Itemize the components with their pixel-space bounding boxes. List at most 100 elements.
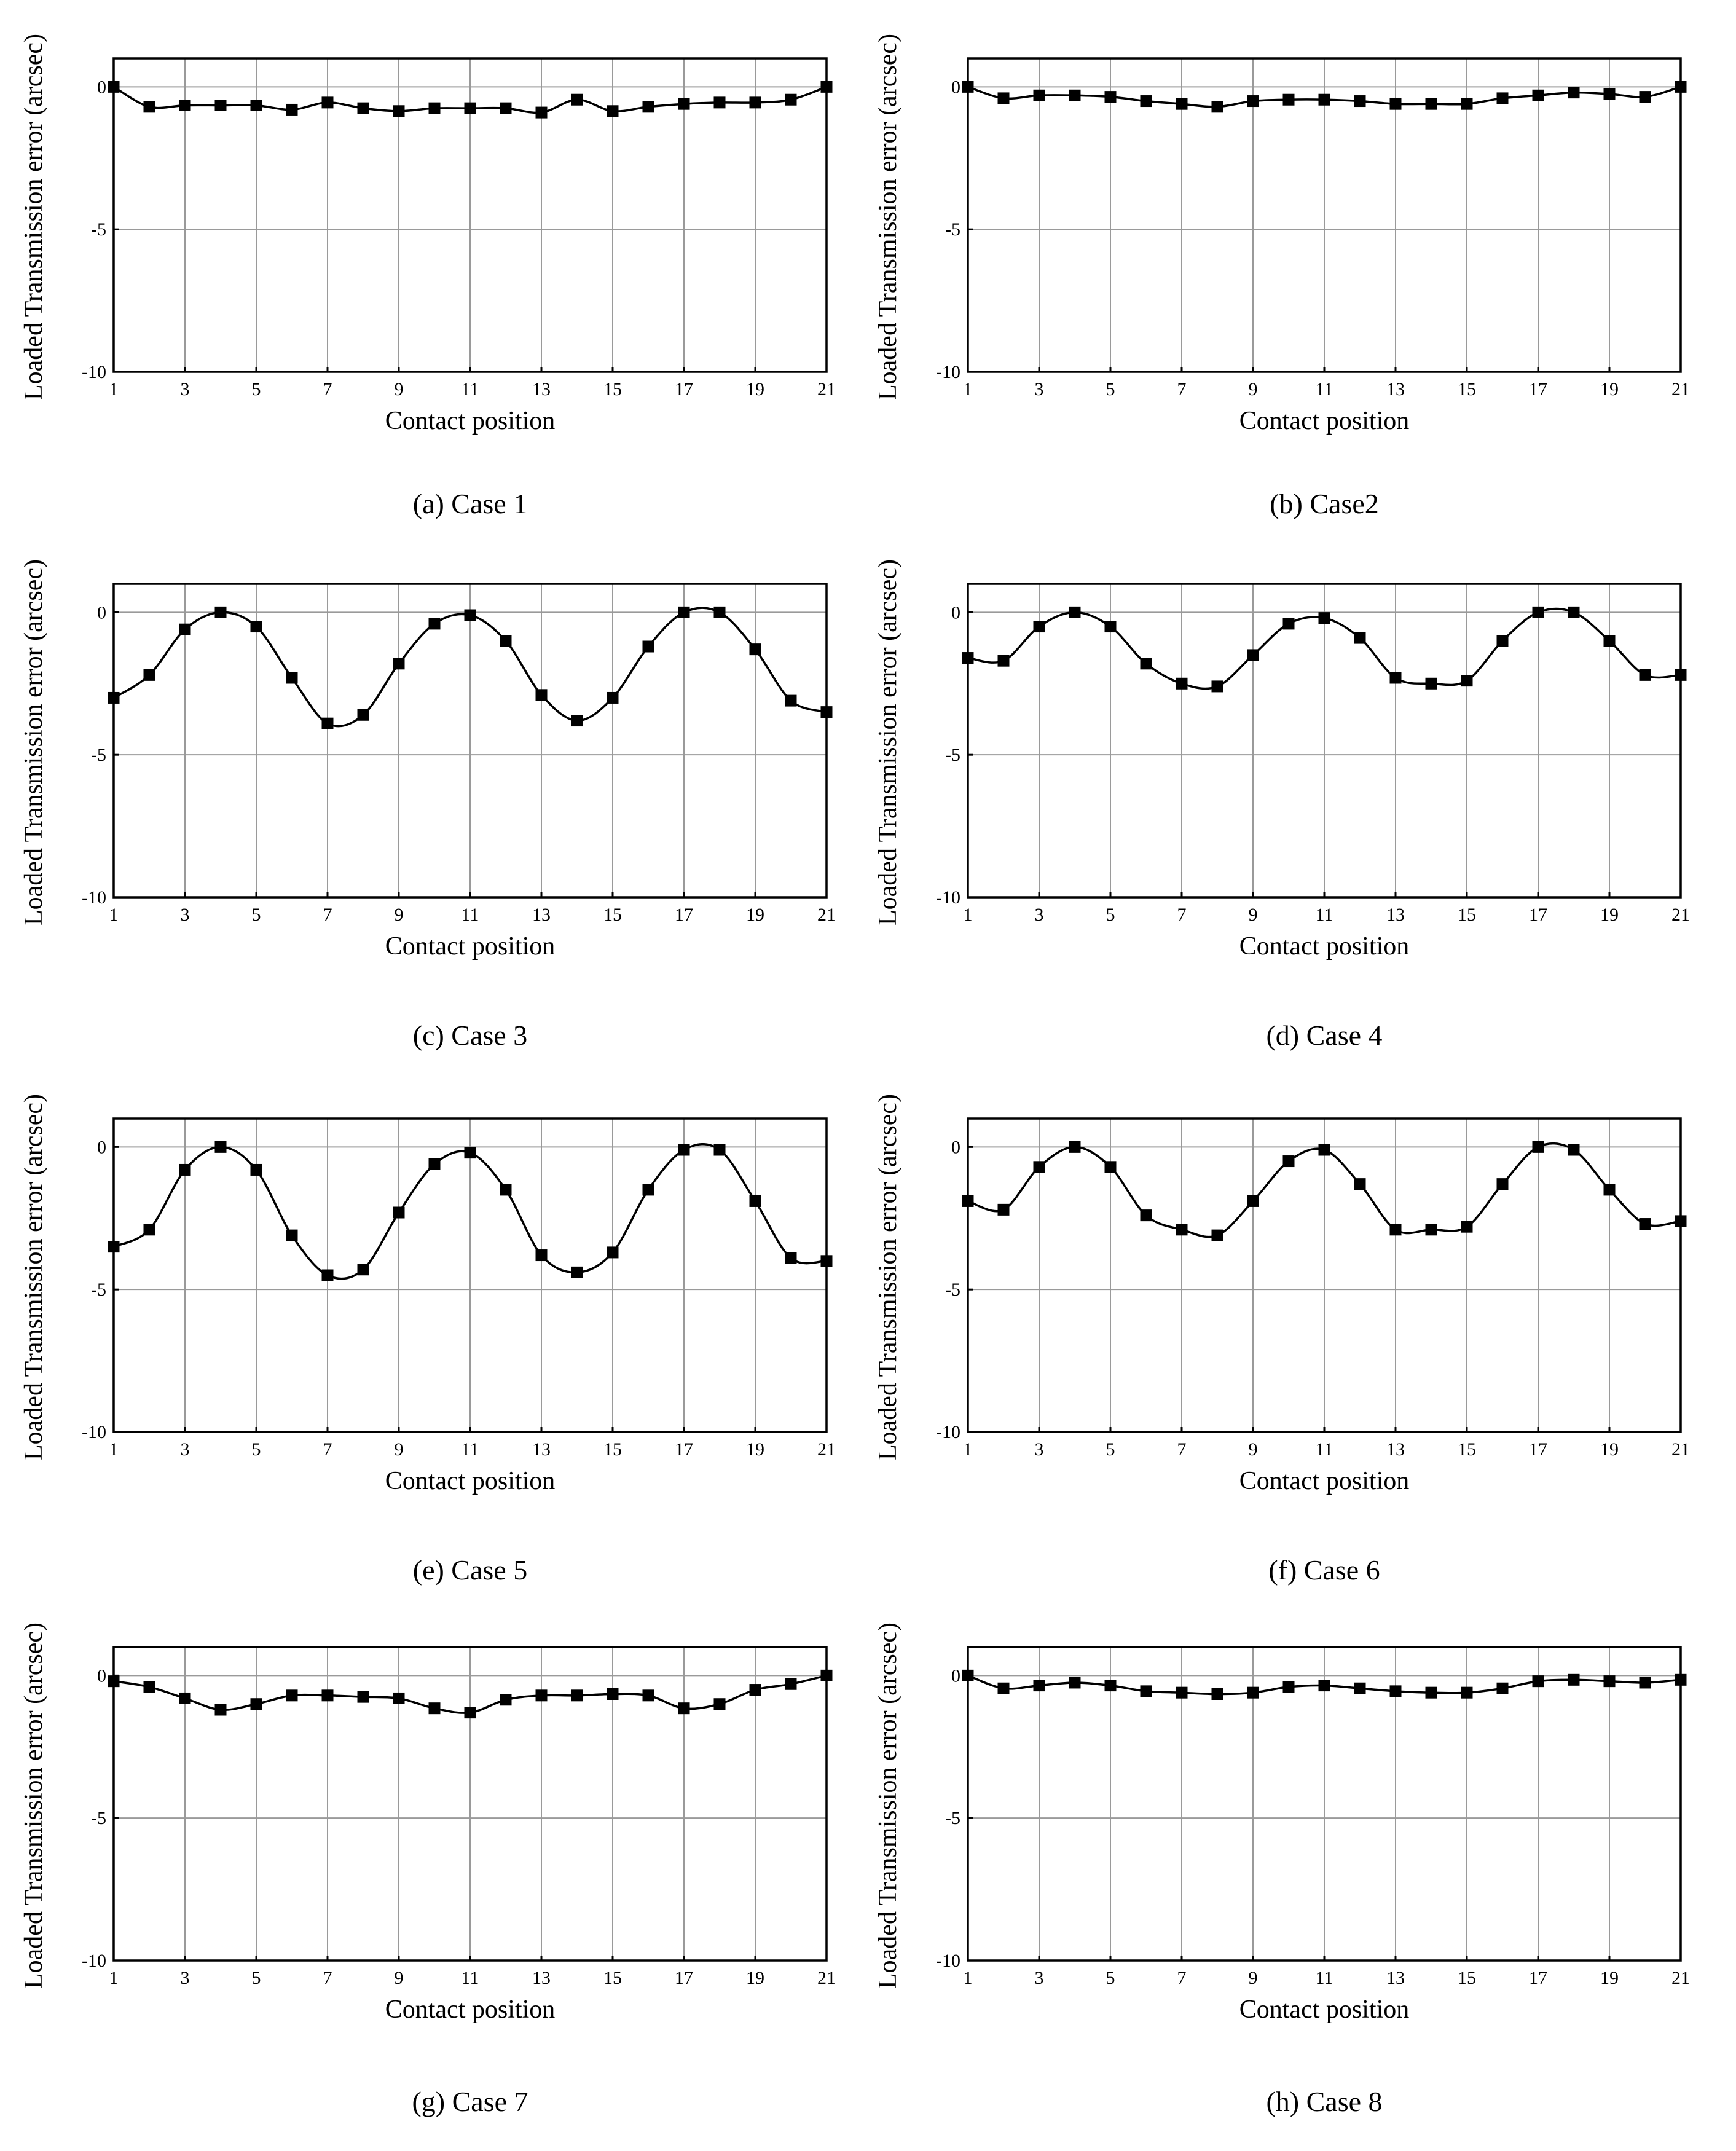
x-tick-label: 15 xyxy=(603,379,622,399)
x-tick-label: 1 xyxy=(109,379,119,399)
data-point-marker xyxy=(1140,658,1152,670)
data-point-marker xyxy=(535,689,548,701)
data-point-marker xyxy=(1033,621,1045,633)
x-axis-label: Contact position xyxy=(1239,1467,1410,1495)
data-point-marker xyxy=(1675,1215,1687,1227)
data-point-marker xyxy=(428,618,441,630)
x-tick-label: 15 xyxy=(1458,379,1476,399)
data-point-marker xyxy=(108,81,120,93)
data-point-marker xyxy=(1496,1682,1509,1694)
data-point-marker xyxy=(678,98,690,110)
y-axis-label: Loaded Transmission error (arcsec) xyxy=(874,1622,902,1989)
y-tick-label: -10 xyxy=(936,887,960,908)
data-point-marker xyxy=(179,1692,191,1704)
data-point-marker xyxy=(1033,1680,1045,1692)
x-tick-label: 7 xyxy=(323,1968,332,1988)
y-tick-label: -10 xyxy=(82,1422,106,1442)
x-tick-label: 15 xyxy=(1458,1968,1476,1988)
data-point-marker xyxy=(1389,1685,1402,1697)
data-point-marker xyxy=(713,96,726,109)
y-tick-label: 0 xyxy=(97,1137,106,1157)
data-point-marker xyxy=(321,717,334,729)
data-point-marker xyxy=(1104,1680,1117,1692)
x-tick-label: 5 xyxy=(252,1968,261,1988)
data-point-marker xyxy=(1176,677,1188,690)
data-point-marker xyxy=(713,606,726,618)
y-tick-label: -10 xyxy=(82,362,106,382)
x-tick-label: 15 xyxy=(603,1439,622,1460)
y-axis-label: Loaded Transmission error (arcsec) xyxy=(20,34,48,400)
x-tick-label: 5 xyxy=(1106,1439,1115,1460)
data-point-marker xyxy=(749,1684,761,1696)
x-tick-label: 7 xyxy=(1177,1968,1187,1988)
panel-caption: (g) Case 7 xyxy=(412,2086,528,2117)
data-point-marker xyxy=(357,709,369,721)
y-tick-label: 0 xyxy=(951,602,960,623)
data-point-marker xyxy=(1282,1681,1295,1693)
data-point-marker xyxy=(321,1689,334,1702)
panel-caption: (c) Case 3 xyxy=(413,1020,527,1051)
data-point-marker xyxy=(785,93,797,106)
x-tick-label: 19 xyxy=(1600,1968,1619,1988)
x-tick-label: 1 xyxy=(109,905,119,925)
data-point-marker xyxy=(1603,88,1616,100)
x-tick-label: 3 xyxy=(181,1968,190,1988)
x-tick-label: 17 xyxy=(675,379,693,399)
x-tick-label: 9 xyxy=(1249,1439,1258,1460)
data-point-marker xyxy=(820,81,833,93)
data-point-marker xyxy=(143,1224,155,1236)
x-tick-label: 19 xyxy=(1600,1439,1619,1460)
data-point-marker xyxy=(464,102,476,114)
data-point-marker xyxy=(1247,649,1259,661)
x-tick-label: 9 xyxy=(395,379,404,399)
data-point-marker xyxy=(1603,1184,1616,1196)
data-point-marker xyxy=(1675,81,1687,93)
x-tick-label: 15 xyxy=(1458,905,1476,925)
data-point-marker xyxy=(642,1689,654,1702)
data-point-marker xyxy=(997,655,1010,667)
x-axis-label: Contact position xyxy=(385,1996,556,2024)
data-point-marker xyxy=(607,1688,619,1700)
data-point-marker xyxy=(1389,672,1402,684)
data-point-marker xyxy=(1318,612,1330,624)
x-tick-label: 3 xyxy=(1035,905,1044,925)
y-axis-label: Loaded Transmission error (arcsec) xyxy=(874,559,902,926)
data-point-marker xyxy=(962,1669,974,1681)
x-tick-label: 5 xyxy=(1106,379,1115,399)
data-point-marker xyxy=(571,1266,583,1278)
data-point-marker xyxy=(1104,91,1117,103)
data-point-marker xyxy=(1140,1685,1152,1697)
data-point-marker xyxy=(464,1147,476,1159)
data-point-marker xyxy=(785,694,797,707)
data-point-marker xyxy=(642,1184,654,1196)
x-tick-label: 19 xyxy=(746,1968,764,1988)
data-point-marker xyxy=(1675,669,1687,681)
data-point-marker xyxy=(250,1698,262,1710)
y-tick-label: 0 xyxy=(951,1665,960,1686)
data-point-marker xyxy=(1389,98,1402,110)
data-point-marker xyxy=(1389,1224,1402,1236)
x-tick-label: 17 xyxy=(1529,1968,1547,1988)
data-point-marker xyxy=(214,100,227,111)
data-point-marker xyxy=(1282,93,1295,106)
x-tick-label: 15 xyxy=(603,905,622,925)
data-point-marker xyxy=(1282,618,1295,630)
data-point-marker xyxy=(1354,1682,1366,1694)
data-point-marker xyxy=(286,672,298,684)
panel-caption: (f) Case 6 xyxy=(1268,1554,1380,1586)
y-tick-label: -10 xyxy=(82,1951,106,1971)
data-point-marker xyxy=(1318,1680,1330,1692)
x-axis-label: Contact position xyxy=(385,932,556,961)
data-point-marker xyxy=(286,103,298,116)
panel-caption: (b) Case2 xyxy=(1270,488,1379,519)
x-tick-label: 17 xyxy=(675,1968,693,1988)
data-point-marker xyxy=(500,102,512,114)
data-point-marker xyxy=(286,1229,298,1241)
x-tick-label: 17 xyxy=(1529,379,1547,399)
data-point-marker xyxy=(1461,1221,1473,1233)
x-tick-label: 17 xyxy=(675,1439,693,1460)
y-tick-label: -5 xyxy=(945,745,960,765)
